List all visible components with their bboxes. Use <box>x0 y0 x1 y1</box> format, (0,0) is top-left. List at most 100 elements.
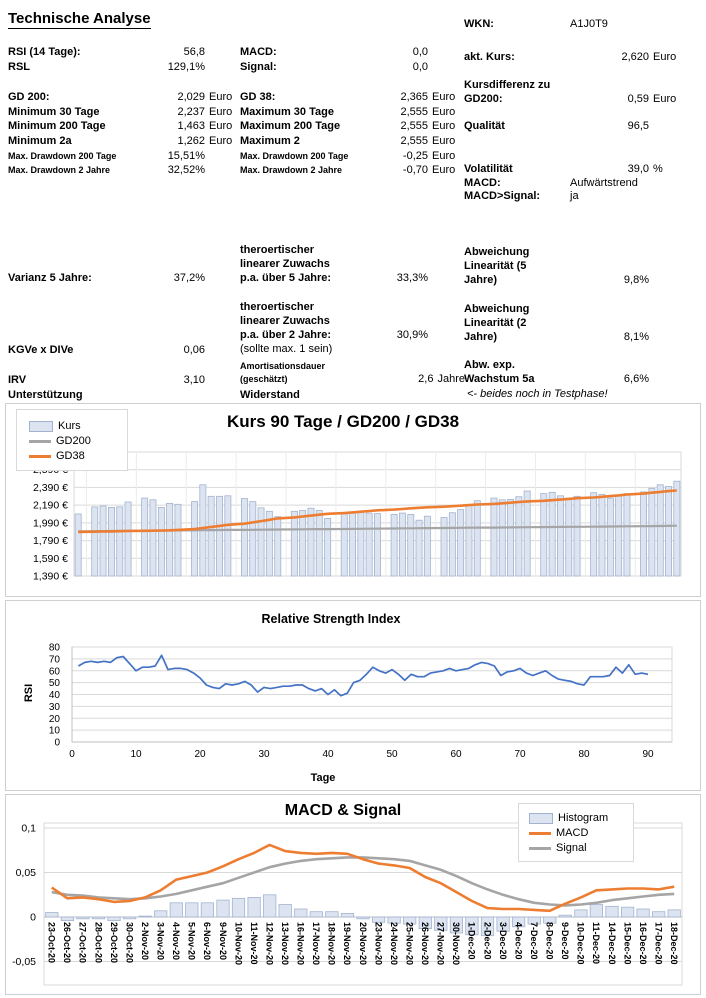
stat-unit: % <box>653 163 663 175</box>
stat-label: GD200: <box>464 93 503 105</box>
rsi-x-axis-label: Tage <box>310 772 336 784</box>
stat-value: 30,9% <box>396 329 428 341</box>
stat-label: Maximum 200 Tage <box>240 120 341 132</box>
stat-row: GD 200: 2,029 Euro <box>8 91 254 104</box>
stat-row: Maximum 2 2,555 Euro <box>240 135 469 148</box>
y-tick-label: 40 <box>49 690 61 701</box>
stat-unit: Euro <box>432 135 456 147</box>
stat-unit: Euro <box>432 91 456 103</box>
histogram-bar <box>185 902 199 918</box>
date-tick-label: 7-Dec-20 <box>529 922 539 960</box>
stat-label: Max. Drawdown 200 Tage <box>8 151 117 161</box>
stat-value: 2,555 <box>400 135 428 147</box>
date-tick-label: 9-Dec-20 <box>560 922 570 960</box>
date-tick-label: 16-Dec-20 <box>638 922 648 965</box>
date-tick-label: 16-Nov-20 <box>296 922 306 965</box>
kurs-bar <box>398 512 406 577</box>
y-tick-label: 1,790 € <box>33 535 68 547</box>
kurs-bar <box>523 490 531 577</box>
histogram-bar <box>558 914 572 918</box>
histogram-bar <box>216 899 230 918</box>
histogram-bar <box>263 894 277 918</box>
stat-row: Minimum 30 Tage 2,237 Euro <box>8 106 254 119</box>
stat-unit: Euro <box>432 150 456 162</box>
block-line: Jahre) <box>464 274 498 286</box>
macd-line <box>51 843 675 913</box>
stat-label: Varianz 5 Jahre: <box>8 272 92 284</box>
kurs-bar <box>407 514 415 577</box>
kurs-chart: 2,590 €2,390 €2,190 €1,990 €1,790 €1,590… <box>5 403 701 597</box>
kurs-bar <box>191 501 198 577</box>
histogram-bar <box>652 911 666 918</box>
kurs-bar <box>615 495 623 577</box>
kurs-bar <box>448 512 456 577</box>
x-tick-label: 70 <box>514 749 526 760</box>
kurs-bar <box>498 499 506 577</box>
histogram-bar <box>45 912 59 918</box>
x-tick-label: 10 <box>130 749 142 760</box>
kurs-bar <box>257 507 265 577</box>
kurs-bar <box>507 499 514 577</box>
stat-row: Maximum 30 Tage 2,555 Euro <box>240 106 469 119</box>
date-tick-label: 27-Nov-20 <box>436 922 446 965</box>
date-tick-label: 30-Nov-20 <box>451 922 461 965</box>
stat-unit: Euro <box>209 135 233 147</box>
block-line: Abw. exp. <box>464 359 515 371</box>
block-line: theroertischer <box>240 244 314 256</box>
rsi-y-axis-label: RSI <box>23 683 36 703</box>
histogram-bar <box>387 916 401 924</box>
y-tick-label: 2,190 € <box>33 500 68 512</box>
kurs-bar <box>423 515 431 577</box>
date-tick-label: 3-Dec-20 <box>498 922 508 960</box>
stat-row: Minimum 2a 1,262 Euro <box>8 135 254 148</box>
x-tick-label: 50 <box>386 749 398 760</box>
kurs-bar <box>124 501 132 577</box>
histogram-bar <box>527 916 541 925</box>
date-tick-label: 13-Nov-20 <box>280 922 290 965</box>
exp-wachstum-block: Abw. exp. Wachstum 5a 6,6% <box>464 358 649 386</box>
stat-row: Qualität 96,5 <box>464 120 688 133</box>
legend-label: GD200 <box>56 435 91 447</box>
kurs-bar <box>265 510 273 577</box>
histogram-bar <box>356 916 370 920</box>
gd38-swatch <box>29 454 51 458</box>
date-tick-label: 6-Nov-20 <box>202 922 212 960</box>
date-tick-label: 28-Oct-20 <box>93 922 103 963</box>
x-tick-label: 60 <box>450 749 462 760</box>
kurs-bar <box>149 499 157 577</box>
stat-value: 2,555 <box>400 120 428 132</box>
x-tick-label: 90 <box>642 749 654 760</box>
page-title: Technische Analyse <box>8 10 151 29</box>
stat-row: Signal: 0,0 <box>240 61 469 74</box>
histogram-bar <box>278 904 292 918</box>
histogram-bar <box>123 916 137 920</box>
x-tick-label: 40 <box>322 749 334 760</box>
histogram-swatch <box>529 812 553 824</box>
wkn-row: WKN: A1J0T9 <box>464 18 608 31</box>
kurs-bar <box>656 484 664 577</box>
y-tick-label: 30 <box>49 702 61 713</box>
date-tick-label: 19-Nov-20 <box>342 922 352 965</box>
stat-row: Max. Drawdown 2 Jahre -0,70 Euro <box>240 164 469 177</box>
stat-unit: Euro <box>209 106 233 118</box>
gd200-swatch <box>29 439 51 443</box>
date-tick-label: 17-Nov-20 <box>311 922 321 965</box>
block-line: linearer Zuwachs <box>240 315 330 327</box>
histogram-bar <box>76 916 90 920</box>
kurs-bar <box>490 497 498 577</box>
histogram-bar <box>200 902 214 918</box>
x-tick-label: 80 <box>578 749 590 760</box>
block-line: Abweichung <box>464 303 530 315</box>
rsi-chart-title: Relative Strength Index <box>261 612 401 626</box>
stat-value: 0,0 <box>412 61 428 73</box>
kurs-bar <box>340 513 348 577</box>
kurs-bar <box>240 498 248 577</box>
stat-unit: Jahre <box>437 373 465 385</box>
block-line: Jahre) <box>464 331 498 343</box>
date-tick-label: 9-Nov-20 <box>218 922 228 960</box>
kurs-bar <box>224 495 232 577</box>
date-tick-label: 24-Nov-20 <box>389 922 399 965</box>
kurs-bar <box>141 497 149 577</box>
stat-value: 2,365 <box>400 91 428 103</box>
stat-value: 56,8 <box>183 46 205 58</box>
